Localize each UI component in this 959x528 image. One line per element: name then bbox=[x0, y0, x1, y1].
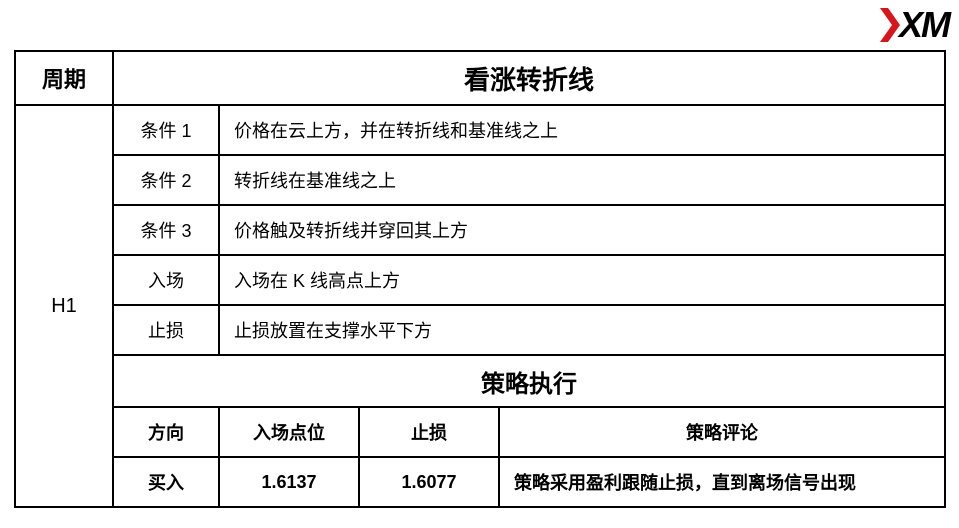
condition-label: 条件 2 bbox=[113, 155, 219, 205]
condition-desc: 止损放置在支撑水平下方 bbox=[219, 305, 945, 355]
condition-desc: 价格在云上方，并在转折线和基准线之上 bbox=[219, 105, 945, 155]
col-header-period: 周期 bbox=[15, 51, 113, 105]
table-header-row: 周期 看涨转折线 bbox=[15, 51, 945, 105]
comment-value: 策略采用盈利跟随止损，直到离场信号出现 bbox=[499, 457, 945, 507]
condition-desc: 转折线在基准线之上 bbox=[219, 155, 945, 205]
col-header-stop: 止损 bbox=[359, 407, 499, 457]
condition-label: 条件 1 bbox=[113, 105, 219, 155]
logo-chevron-icon bbox=[879, 8, 901, 42]
table-row: 条件 3 价格触及转折线并穿回其上方 bbox=[15, 205, 945, 255]
table-row: 止损 止损放置在支撑水平下方 bbox=[15, 305, 945, 355]
direction-value: 买入 bbox=[113, 457, 219, 507]
execution-header-row: 策略执行 bbox=[15, 355, 945, 407]
brand-logo: XM bbox=[879, 4, 949, 46]
table-title: 看涨转折线 bbox=[113, 51, 945, 105]
strategy-table: 周期 看涨转折线 H1 条件 1 价格在云上方，并在转折线和基准线之上 条件 2… bbox=[14, 50, 946, 508]
table-row: 条件 2 转折线在基准线之上 bbox=[15, 155, 945, 205]
condition-label: 条件 3 bbox=[113, 205, 219, 255]
stop-value: 1.6077 bbox=[359, 457, 499, 507]
period-value: H1 bbox=[15, 105, 113, 507]
col-header-entry: 入场点位 bbox=[219, 407, 359, 457]
condition-desc: 价格触及转折线并穿回其上方 bbox=[219, 205, 945, 255]
condition-label: 止损 bbox=[113, 305, 219, 355]
col-header-direction: 方向 bbox=[113, 407, 219, 457]
table-row: 入场 入场在 K 线高点上方 bbox=[15, 255, 945, 305]
execution-subheader-row: 方向 入场点位 止损 策略评论 bbox=[15, 407, 945, 457]
col-header-comment: 策略评论 bbox=[499, 407, 945, 457]
condition-desc: 入场在 K 线高点上方 bbox=[219, 255, 945, 305]
condition-label: 入场 bbox=[113, 255, 219, 305]
logo-text: XM bbox=[899, 4, 949, 46]
table-row: H1 条件 1 价格在云上方，并在转折线和基准线之上 bbox=[15, 105, 945, 155]
execution-title: 策略执行 bbox=[113, 355, 945, 407]
entry-value: 1.6137 bbox=[219, 457, 359, 507]
execution-data-row: 买入 1.6137 1.6077 策略采用盈利跟随止损，直到离场信号出现 bbox=[15, 457, 945, 507]
